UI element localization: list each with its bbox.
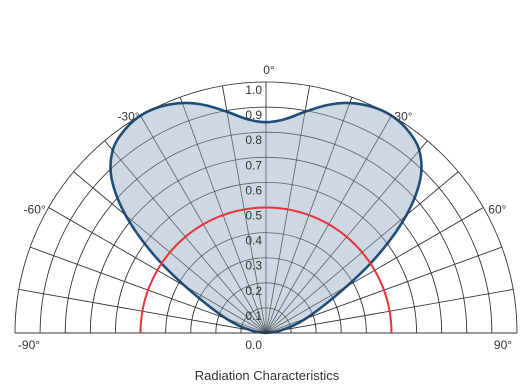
angle-tick-label: -60° xyxy=(24,203,46,217)
radial-tick-label: 0.2 xyxy=(245,284,262,298)
angle-tick-label: 60° xyxy=(488,203,506,217)
radial-tick-label: 0.3 xyxy=(245,259,262,273)
radial-tick-label: 0.4 xyxy=(245,234,262,248)
angle-tick-label: 30° xyxy=(394,110,412,124)
origin-label: 0.0 xyxy=(245,338,262,352)
reference-layer xyxy=(139,206,393,334)
radial-tick-label: 0.1 xyxy=(245,309,262,323)
reference-circle xyxy=(139,206,393,334)
radial-tick-label: 0.7 xyxy=(245,158,262,172)
radial-tick-label: 1.0 xyxy=(245,83,262,97)
radial-tick-label: 0.5 xyxy=(245,209,262,223)
radial-tick-label: 0.6 xyxy=(245,183,262,197)
angle-tick-label: -90° xyxy=(18,338,40,352)
label-layer: 0.1 0.2 0.3 0.4 0.5 0.6 0.7 0.8 0.9 1.0 0.0 -90° -60… xyxy=(18,63,512,352)
angle-tick-label: 90° xyxy=(494,338,512,352)
chart-title: Radiation Characteristics xyxy=(195,368,340,383)
angle-tick-label: -30° xyxy=(117,110,139,124)
radial-tick-label: 0.9 xyxy=(245,108,262,122)
angle-tick-label: 0° xyxy=(263,63,275,77)
radial-tick-label: 0.8 xyxy=(245,133,262,147)
